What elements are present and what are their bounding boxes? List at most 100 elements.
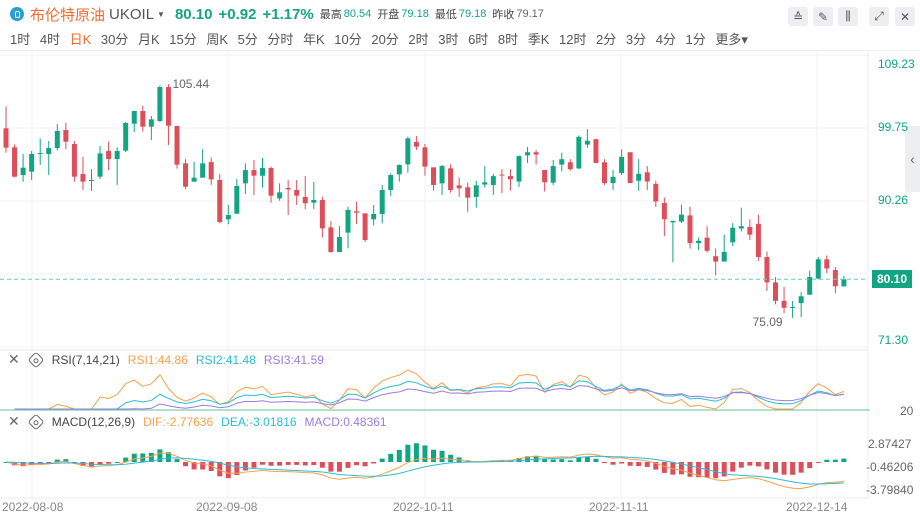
current-price-badge: 80.10: [872, 270, 913, 289]
rsi1-value: RSI1:44.86: [127, 352, 188, 367]
period-tab[interactable]: 年K: [303, 32, 325, 47]
macd-histogram-bar: [610, 462, 616, 465]
candle-body: [533, 152, 539, 155]
macd-histogram-bar: [71, 462, 77, 463]
period-tab[interactable]: 周K: [206, 32, 228, 47]
macd-histogram-bar: [165, 452, 171, 462]
macd-histogram-bar: [208, 462, 214, 471]
period-tab[interactable]: 15分: [169, 32, 197, 47]
price-axis-label: 99.75: [878, 120, 909, 134]
stat-open-label: 开盘: [377, 9, 400, 21]
macd-histogram-bar: [721, 462, 727, 477]
period-tab[interactable]: 4分: [655, 32, 676, 47]
period-tab[interactable]: 30分: [100, 32, 129, 47]
candle-body: [217, 179, 223, 223]
candle-body: [46, 148, 52, 155]
macd-histogram-bar: [63, 459, 69, 462]
candle-body: [499, 174, 505, 176]
price-axis-label: 109.23: [878, 57, 915, 71]
macd-histogram-bar: [20, 462, 26, 467]
macd-header: ✕ MACD(12,26,9) DIF:-2.77636 DEA:-3.0181…: [8, 413, 387, 430]
period-tab[interactable]: 1时: [10, 32, 31, 47]
macd-histogram-bar: [781, 462, 787, 475]
period-tab[interactable]: 季K: [527, 32, 550, 47]
period-tab[interactable]: 2时: [408, 32, 429, 47]
candle-body: [627, 152, 633, 184]
period-tab[interactable]: 8时: [497, 32, 519, 47]
candle-body: [516, 156, 522, 182]
candle-body: [747, 226, 753, 235]
rsi-settings-icon[interactable]: [27, 351, 45, 368]
fullscreen-button[interactable]: ⤢: [869, 7, 889, 26]
candle-body: [260, 168, 265, 176]
period-tab[interactable]: 1分: [685, 32, 706, 47]
candle-body: [208, 162, 214, 180]
symbol-selector[interactable]: UKOIL: [109, 5, 155, 23]
macd-histogram-bar: [559, 459, 565, 462]
candle-body: [704, 237, 710, 251]
candle-body: [183, 163, 189, 187]
macd-histogram-bar: [516, 457, 522, 462]
period-tab[interactable]: 3分: [625, 32, 647, 47]
close-button[interactable]: ✕: [895, 7, 915, 26]
candle-body: [336, 237, 342, 253]
candle-body: [584, 140, 590, 145]
price-change: +0.92: [218, 5, 257, 23]
line-chart-button[interactable]: ≙: [788, 7, 808, 26]
period-tab[interactable]: 4时: [39, 32, 61, 47]
period-tab[interactable]: 6时: [468, 32, 489, 47]
macd-settings-icon[interactable]: [27, 413, 45, 430]
candle-body: [755, 223, 761, 257]
macd-histogram-bar: [37, 462, 43, 464]
candle-body: [20, 167, 26, 176]
period-tab[interactable]: 3时: [438, 32, 459, 47]
period-tab[interactable]: 分时: [267, 32, 294, 47]
candle-body: [661, 203, 667, 220]
chart-type-button[interactable]: ⫼: [838, 7, 858, 26]
candle-body: [507, 176, 513, 180]
date-label: 2022-09-08: [196, 500, 258, 514]
macd-histogram-bar: [388, 453, 394, 462]
candle-body: [807, 276, 813, 295]
candle-body: [140, 110, 146, 127]
macd-histogram-bar: [550, 459, 556, 462]
collapse-panel-button[interactable]: ‹: [905, 126, 920, 192]
period-tab[interactable]: 12时: [558, 32, 587, 47]
macd-histogram-bar: [730, 462, 736, 472]
chevron-down-icon[interactable]: ▼: [157, 9, 165, 19]
candle-body: [456, 185, 462, 189]
period-tab[interactable]: 10分: [334, 32, 362, 47]
period-tab[interactable]: 日K: [69, 32, 92, 47]
stat-prevclose-label: 昨收: [492, 9, 515, 21]
period-tab[interactable]: 5分: [237, 32, 258, 47]
macd-histogram-bar: [678, 462, 684, 475]
candle-body: [730, 227, 736, 243]
candle-body: [63, 130, 69, 142]
rsi3-value: RSI3:41.59: [263, 352, 324, 367]
draw-button[interactable]: ✎: [813, 7, 833, 26]
remove-rsi-icon[interactable]: ✕: [8, 351, 20, 367]
period-tab[interactable]: 20分: [371, 32, 399, 47]
rsi3-line: [14, 385, 844, 410]
macd-histogram-bar: [738, 462, 744, 468]
remove-macd-icon[interactable]: ✕: [8, 413, 20, 429]
macd-histogram-bar: [755, 462, 761, 467]
instrument-name: 布伦特原油: [30, 6, 106, 24]
macd-histogram-bar: [157, 449, 163, 462]
candle-body: [644, 172, 650, 182]
macd-histogram-bar: [260, 462, 265, 465]
period-tab[interactable]: 月K: [137, 32, 160, 47]
period-tab[interactable]: 2分: [596, 32, 617, 47]
macd-histogram-bar: [747, 462, 753, 466]
candle-body: [54, 131, 60, 149]
macd-histogram-bar: [97, 462, 103, 465]
macd-histogram-bar: [576, 457, 582, 462]
candle-body: [439, 166, 445, 184]
period-tab[interactable]: 更多▾: [715, 32, 748, 47]
macd-histogram-bar: [345, 462, 351, 468]
rsi2-value: RSI2:41.48: [195, 352, 256, 367]
candle-body: [448, 168, 454, 190]
candle-body: [114, 151, 120, 160]
macd-histogram-bar: [439, 450, 445, 462]
